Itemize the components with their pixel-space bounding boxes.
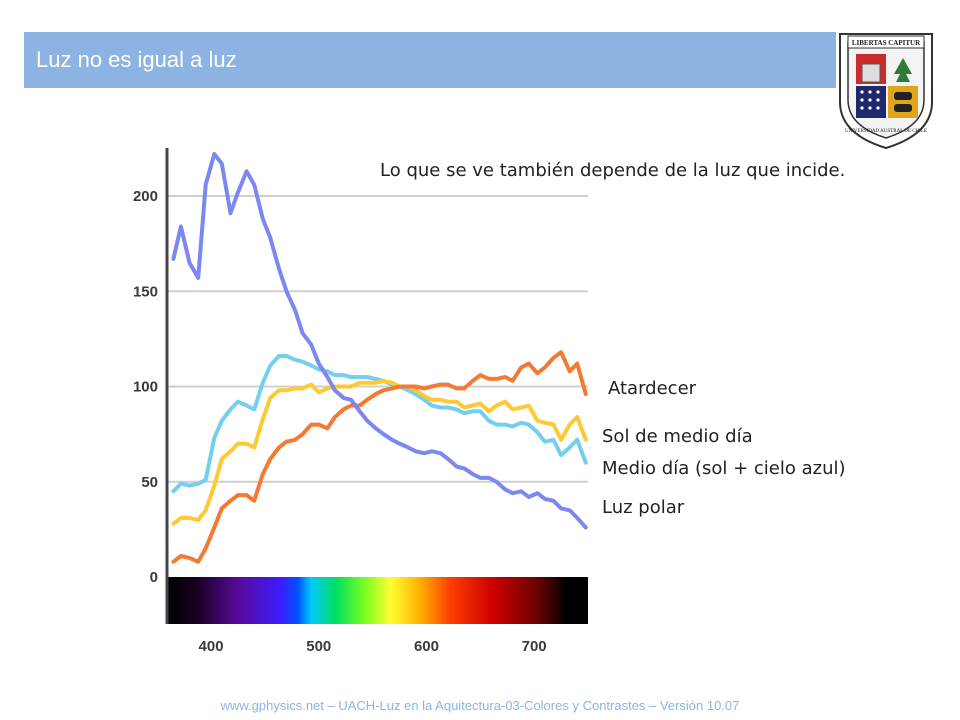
legend-atardecer: Atardecer (608, 378, 697, 399)
emblem-motto: UNIVERSIDAD AUSTRAL DE CHILE (845, 129, 927, 134)
y-tick-layer: 0 50 100 150 200 (133, 188, 158, 586)
legend-sol-medio-dia: Sol de medio día (602, 426, 753, 447)
y-tick-label: 150 (133, 283, 158, 300)
x-tick-label: 600 (414, 638, 439, 655)
spectrum-chart: 0 50 100 150 200 400 500 600 700 (120, 140, 600, 660)
footer-credit: www.gphysics.net – UACH-Luz en la Aquite… (220, 698, 740, 713)
y-tick-label: 200 (133, 188, 158, 205)
y-tick-label: 50 (141, 474, 158, 491)
grid-layer (168, 195, 588, 483)
emblem-banner: LIBERTAS CAPITUR (852, 39, 921, 47)
x-tick-label: 500 (306, 638, 331, 655)
y-tick-label: 0 (150, 569, 158, 586)
spectrum-chart-svg: 0 50 100 150 200 400 500 600 700 (133, 148, 588, 655)
visible-spectrum-bar (168, 577, 588, 624)
slide-title: Luz no es igual a luz (36, 47, 237, 72)
x-tick-label: 400 (199, 638, 224, 655)
title-bar: Luz no es igual a luz (24, 32, 836, 88)
series-line-luz-polar (171, 152, 588, 530)
series-layer (171, 152, 588, 564)
chart-caption: Lo que se ve también depende de la luz q… (380, 160, 846, 181)
legend-luz-polar: Luz polar (602, 497, 685, 518)
y-tick-label: 100 (133, 379, 158, 396)
emblem-shield-icon: LIBERTAS CAPITUR UNIVERSIDAD AUSTRAL DE … (839, 33, 933, 150)
x-tick-layer: 400 500 600 700 (199, 638, 547, 655)
legend-medio-dia-cielo: Medio día (sol + cielo azul) (602, 458, 846, 479)
series-line-medio-dia-cielo (171, 354, 588, 494)
series-line-atardecer (171, 350, 588, 564)
x-tick-label: 700 (522, 638, 547, 655)
series-line-sol-medio-dia (171, 378, 588, 526)
university-emblem: LIBERTAS CAPITUR UNIVERSIDAD AUSTRAL DE … (834, 30, 938, 150)
